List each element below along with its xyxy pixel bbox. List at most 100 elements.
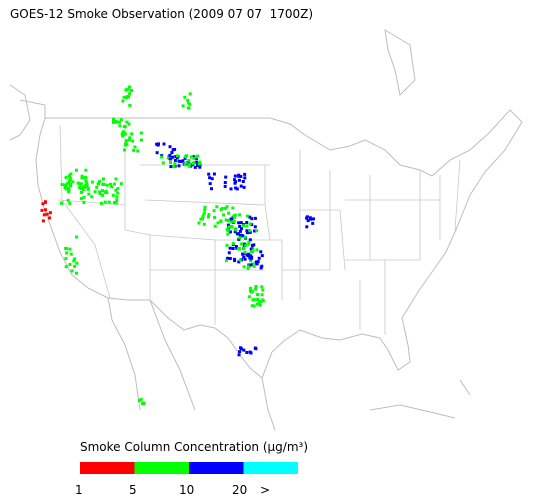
smoke-pixel: [130, 89, 133, 92]
smoke-pixel: [169, 165, 173, 169]
smoke-pixel: [155, 151, 159, 155]
smoke-pixel: [260, 254, 264, 258]
smoke-pixel: [68, 263, 72, 266]
smoke-pixel: [240, 242, 244, 246]
smoke-pixel: [76, 181, 80, 185]
smoke-pixel: [86, 187, 90, 191]
smoke-pixel: [230, 217, 234, 221]
smoke-pixel: [187, 101, 191, 105]
smoke-pixel: [104, 189, 108, 193]
smoke-pixel: [67, 187, 71, 191]
smoke-pixel: [121, 130, 125, 134]
smoke-pixel: [228, 257, 232, 260]
smoke-pixel: [237, 237, 241, 241]
smoke-pixel: [250, 304, 254, 308]
smoke-pixel: [223, 184, 227, 188]
smoke-pixel: [238, 236, 242, 240]
smoke-pixel: [139, 397, 143, 401]
smoke-pixel: [243, 250, 247, 254]
smoke-pixel: [237, 260, 241, 264]
smoke-pixel: [72, 259, 76, 263]
smoke-pixel: [128, 92, 132, 96]
smoke-pixel: [260, 264, 264, 268]
smoke-pixel: [80, 190, 83, 194]
smoke-pixel: [252, 304, 256, 308]
smoke-pixel: [115, 198, 119, 202]
smoke-pixel: [241, 180, 245, 183]
smoke-pixel: [173, 148, 177, 151]
smoke-pixel: [225, 228, 229, 231]
smoke-pixel: [234, 186, 238, 190]
smoke-pixel: [116, 191, 120, 195]
smoke-pixel: [116, 187, 120, 191]
smoke-pixel: [231, 247, 235, 250]
smoke-pixel: [231, 206, 235, 210]
smoke-pixel: [258, 300, 262, 303]
smoke-pixel: [114, 188, 118, 192]
smoke-pixel: [93, 190, 97, 194]
smoke-pixel: [242, 255, 246, 259]
smoke-pixel: [246, 266, 250, 270]
smoke-pixel: [242, 224, 246, 228]
smoke-pixel: [64, 257, 68, 261]
smoke-pixel: [186, 98, 190, 102]
smoke-pixel: [247, 264, 251, 268]
smoke-pixel: [48, 211, 52, 215]
smoke-pixel: [139, 138, 143, 142]
smoke-pixel: [191, 161, 195, 165]
smoke-pixel: [133, 145, 137, 149]
smoke-pixel: [114, 177, 118, 181]
smoke-pixel: [40, 208, 44, 212]
smoke-pixel: [190, 155, 193, 159]
legend-swatch: [189, 462, 244, 474]
legend-title: Smoke Column Concentration (μg/m³): [80, 440, 308, 454]
smoke-pixel: [63, 186, 67, 189]
smoke-pixel: [226, 256, 229, 260]
smoke-pixel: [202, 222, 206, 226]
smoke-pixel: [248, 238, 252, 242]
smoke-pixel: [202, 211, 206, 215]
smoke-pixel: [229, 187, 233, 191]
smoke-pixel: [224, 206, 227, 210]
smoke-pixel: [208, 182, 212, 186]
smoke-pixel: [245, 221, 249, 224]
smoke-pixel: [239, 233, 243, 237]
smoke-pixel: [250, 217, 254, 221]
smoke-pixel: [232, 215, 236, 219]
smoke-pixel: [45, 212, 49, 216]
smoke-pixel: [261, 299, 265, 303]
smoke-pixel: [64, 176, 68, 179]
smoke-pixel: [175, 154, 179, 158]
legend-tick-label: 20: [232, 483, 247, 497]
smoke-pixel: [245, 229, 249, 233]
smoke-pixel: [188, 92, 192, 96]
smoke-pixel: [79, 197, 83, 201]
smoke-pixel: [236, 232, 240, 236]
smoke-pixels: [40, 85, 315, 406]
smoke-pixel: [207, 213, 211, 217]
smoke-pixel: [248, 222, 252, 226]
smoke-pixel: [238, 258, 242, 262]
smoke-pixel: [260, 285, 264, 289]
smoke-pixel: [119, 182, 123, 186]
smoke-pixel: [123, 131, 127, 135]
smoke-pixel: [101, 182, 105, 186]
smoke-pixel: [249, 263, 253, 267]
smoke-pixel: [84, 185, 88, 189]
legend-tick-label: 1: [75, 483, 83, 497]
smoke-pixel: [233, 178, 236, 182]
smoke-pixel: [239, 175, 243, 178]
smoke-pixel: [68, 179, 71, 183]
smoke-pixel: [169, 161, 172, 164]
smoke-pixel: [312, 217, 315, 221]
smoke-pixel: [249, 290, 253, 294]
smoke-pixel: [253, 225, 257, 229]
smoke-pixel: [261, 288, 265, 292]
smoke-pixel: [247, 254, 251, 258]
smoke-pixel: [238, 213, 242, 217]
smoke-pixel: [252, 298, 256, 302]
smoke-pixel: [67, 174, 71, 178]
smoke-pixel: [258, 303, 262, 307]
legend-swatch: [80, 462, 135, 474]
